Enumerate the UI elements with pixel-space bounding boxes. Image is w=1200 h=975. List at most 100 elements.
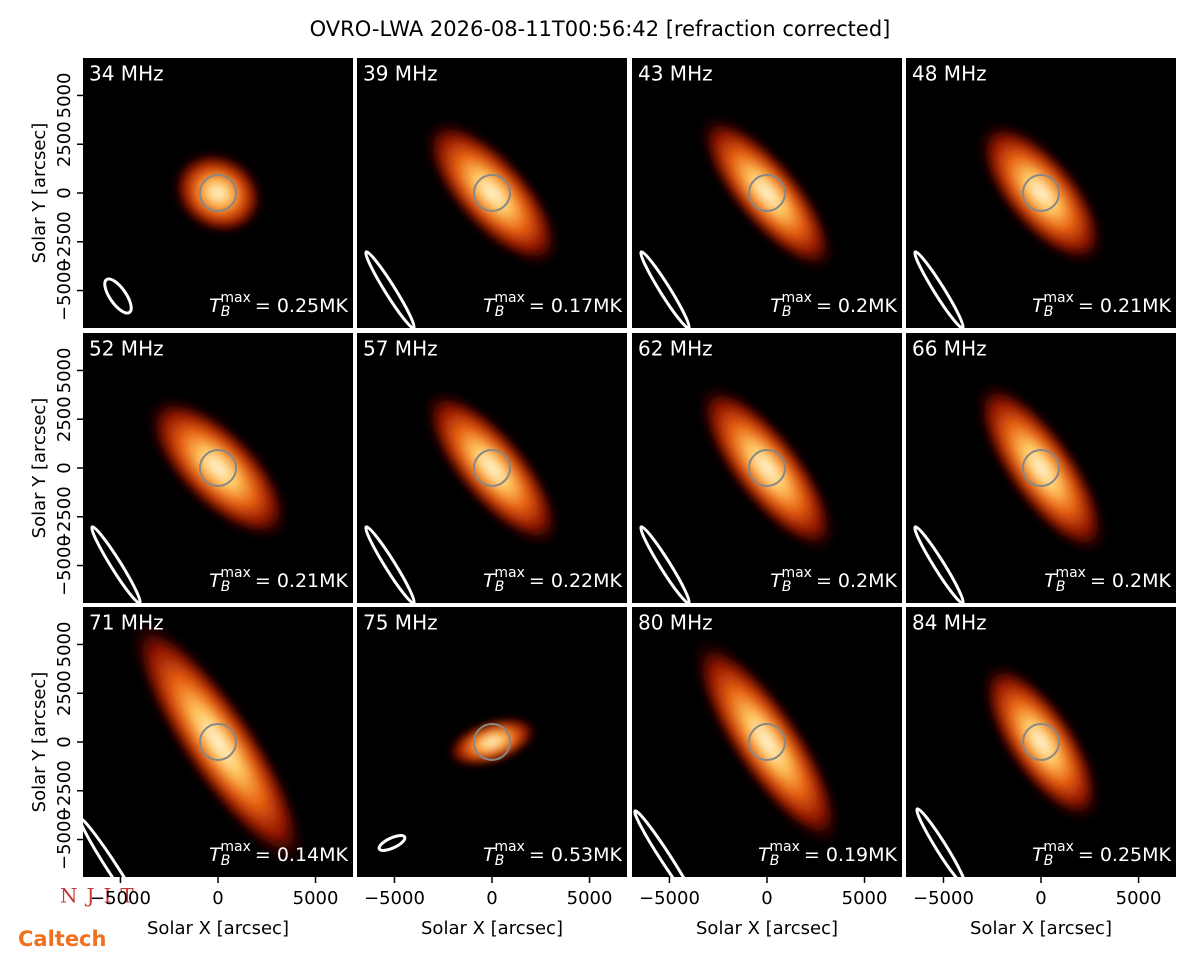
- frequency-label: 62 MHz: [638, 337, 713, 361]
- beam: [915, 807, 967, 877]
- tb-sub: B: [221, 853, 231, 869]
- emission: [422, 387, 562, 549]
- beam: [103, 277, 133, 315]
- y-axis-label: Solar Y [arcsec]: [29, 672, 50, 813]
- tb-max-label: TBmax = 0.2MK: [1044, 565, 1171, 595]
- panel-image: [364, 117, 562, 328]
- emission: [128, 615, 308, 869]
- tb-sub: B: [495, 853, 505, 869]
- y-tick-label: −5000: [54, 809, 75, 870]
- tb-symbol: T: [758, 844, 771, 866]
- solar-disk: [473, 174, 511, 212]
- y-tick-label: −2500: [54, 486, 75, 547]
- x-tick-label: 5000: [842, 888, 888, 909]
- y-tick-label: 0: [54, 187, 75, 198]
- y-tick-label: −2500: [54, 211, 75, 272]
- y-axis-label: Solar Y [arcsec]: [29, 398, 50, 539]
- tb-value: = 0.53MK: [529, 844, 623, 866]
- panel-image: [103, 150, 265, 315]
- tb-sup: max: [1043, 290, 1074, 306]
- solar-disk: [1022, 723, 1060, 761]
- x-axis-label: Solar X [arcsec]: [147, 918, 289, 939]
- tb-sup: max: [781, 565, 812, 581]
- panel-image: [364, 387, 562, 603]
- tb-max-label: TBmax = 0.25MK: [209, 290, 348, 320]
- solar-disk: [473, 449, 511, 487]
- x-tick-label: −5000: [913, 888, 974, 909]
- beam: [83, 817, 148, 877]
- tb-value: = 0.21MK: [255, 570, 349, 592]
- figure-title: OVRO-LWA 2026-08-11T00:56:42 [refraction…: [310, 17, 891, 41]
- beam: [913, 250, 965, 328]
- x-tick-label: −5000: [90, 888, 151, 909]
- tb-sup: max: [781, 290, 812, 306]
- tb-max-label: TBmax = 0.14MK: [209, 839, 348, 869]
- emission: [171, 150, 265, 236]
- tb-symbol: T: [483, 570, 496, 592]
- y-tick-label: −2500: [54, 760, 75, 821]
- tb-value: = 0.25MK: [255, 295, 349, 317]
- solar-disk: [199, 723, 237, 761]
- y-tick-label: 5000: [54, 348, 75, 394]
- tb-symbol: T: [483, 844, 496, 866]
- tb-sub: B: [221, 579, 231, 595]
- logo-njit: NJIT: [60, 884, 143, 908]
- y-axis-label: Solar Y [arcsec]: [29, 123, 50, 264]
- tb-value: = 0.2MK: [816, 295, 898, 317]
- beam: [364, 525, 416, 603]
- tb-symbol: T: [770, 570, 783, 592]
- y-tick-label: 0: [54, 462, 75, 473]
- tb-sub: B: [770, 853, 780, 869]
- x-tick-label: 5000: [567, 888, 613, 909]
- frequency-label: 34 MHz: [89, 62, 164, 86]
- tb-sub: B: [495, 579, 505, 595]
- solar-disk: [199, 449, 237, 487]
- emission: [422, 117, 562, 269]
- x-axis-label: Solar X [arcsec]: [696, 918, 838, 939]
- y-tick-label: 5000: [54, 73, 75, 119]
- frequency-label: 84 MHz: [912, 611, 987, 635]
- solar-disk: [1022, 174, 1060, 212]
- x-tick-label: 5000: [1116, 888, 1162, 909]
- x-tick-label: 0: [761, 888, 772, 909]
- emission: [445, 716, 539, 768]
- tb-sub: B: [221, 304, 231, 320]
- frequency-label: 39 MHz: [363, 62, 438, 86]
- frequency-label: 66 MHz: [912, 337, 987, 361]
- panel-image: [913, 119, 1106, 328]
- panel-image: [83, 615, 308, 877]
- beam: [913, 525, 965, 603]
- tb-value: = 0.19MK: [804, 844, 898, 866]
- x-tick-label: −5000: [364, 888, 425, 909]
- tb-value: = 0.21MK: [1078, 295, 1172, 317]
- tb-symbol: T: [770, 295, 783, 317]
- tb-symbol: T: [209, 295, 222, 317]
- frequency-label: 48 MHz: [912, 62, 987, 86]
- tb-value: = 0.2MK: [816, 570, 898, 592]
- tb-max-label: TBmax = 0.21MK: [209, 565, 348, 595]
- x-tick-label: 5000: [293, 888, 339, 909]
- logo-caltech: Caltech: [18, 927, 106, 951]
- tb-sub: B: [782, 579, 792, 595]
- tb-symbol: T: [483, 295, 496, 317]
- tb-symbol: T: [1044, 570, 1057, 592]
- tb-max-label: TBmax = 0.2MK: [770, 290, 897, 320]
- emission: [145, 395, 291, 541]
- solar-disk: [473, 723, 511, 761]
- tb-value: = 0.17MK: [529, 295, 623, 317]
- tb-sup: max: [494, 839, 525, 855]
- panel-image: [377, 716, 539, 852]
- tb-sup: max: [494, 290, 525, 306]
- x-tick-label: 0: [486, 888, 497, 909]
- panel-image: [639, 382, 838, 603]
- y-tick-label: 5000: [54, 622, 75, 668]
- emission: [697, 113, 837, 273]
- tb-value: = 0.22MK: [529, 570, 623, 592]
- panel-image: [913, 379, 1109, 603]
- y-tick-label: 2500: [54, 121, 75, 167]
- tb-sub: B: [1044, 304, 1054, 320]
- tb-sub: B: [782, 304, 792, 320]
- tb-value: = 0.25MK: [1078, 844, 1172, 866]
- beam: [633, 809, 697, 877]
- panel-image: [90, 395, 291, 603]
